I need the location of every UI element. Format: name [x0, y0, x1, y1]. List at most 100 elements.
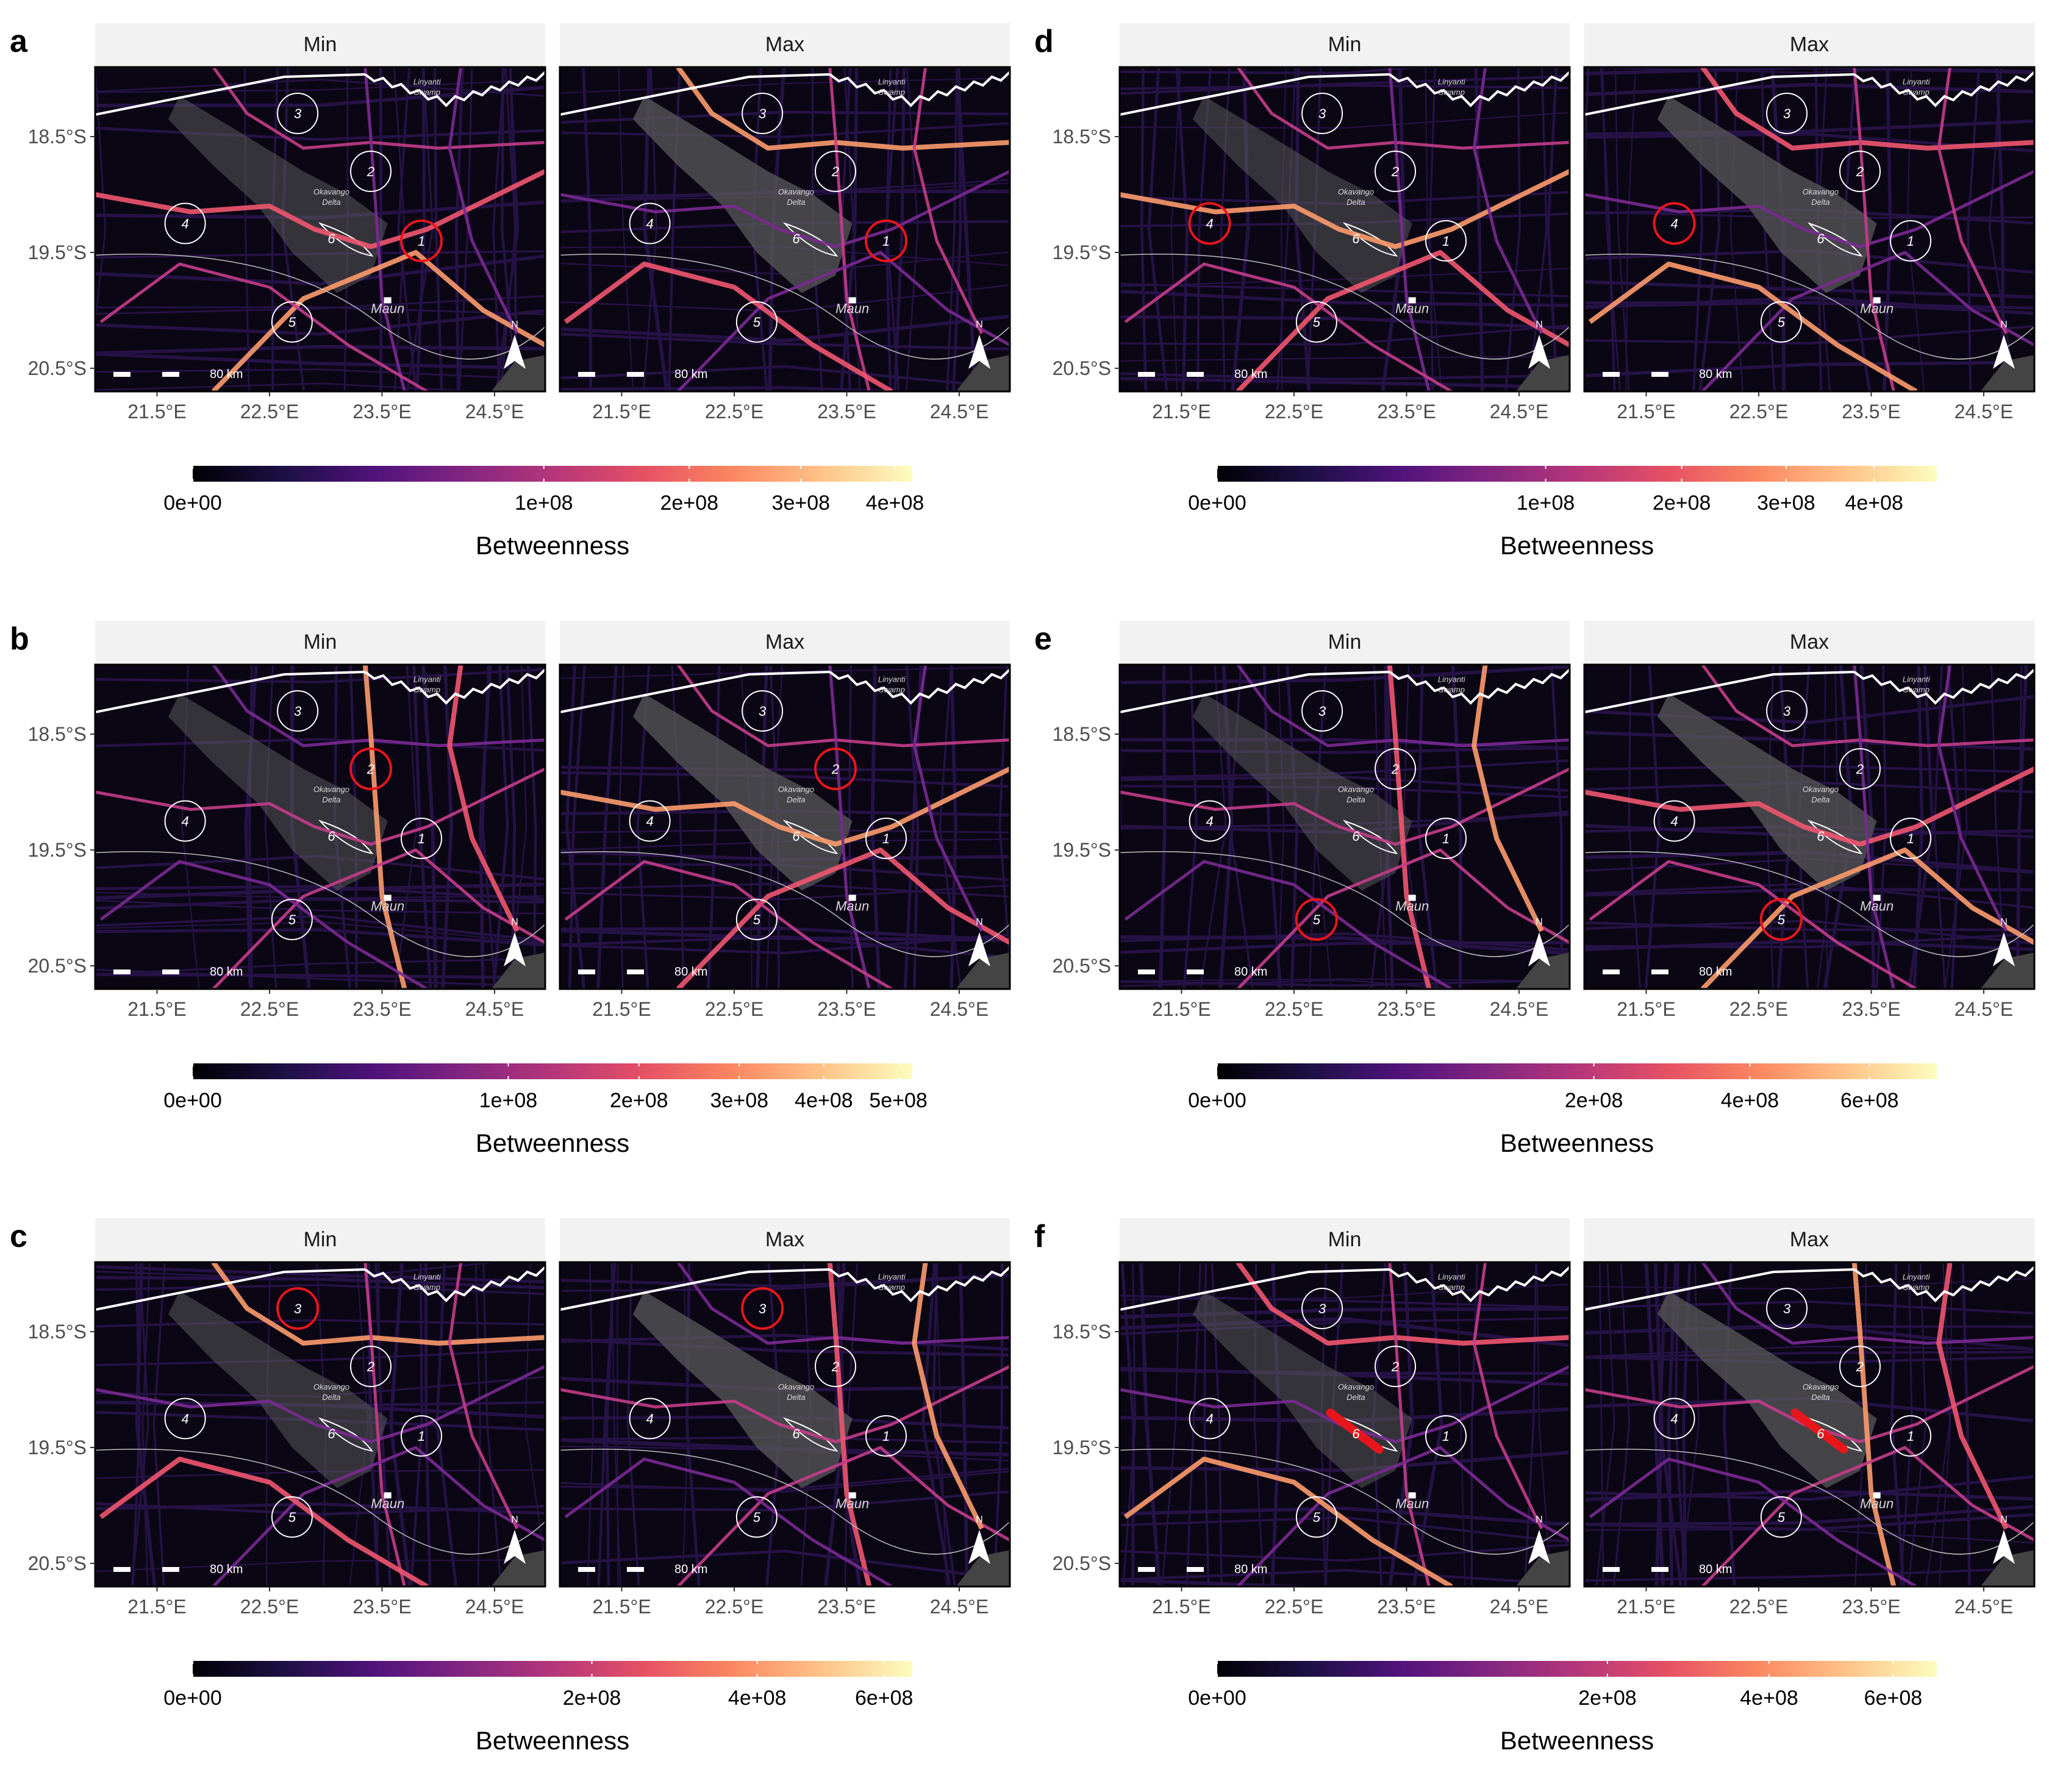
scale-bar-segment: [1603, 1567, 1620, 1572]
lake-ngami-shape: [1980, 1550, 2034, 1587]
legend-tick-label: 2e+08: [1653, 491, 1711, 515]
maun-label: Maun: [1395, 899, 1429, 914]
okavango-label: Delta: [787, 795, 805, 804]
road-line: [560, 253, 1010, 360]
site-label-6: 6: [1817, 231, 1825, 246]
x-tick-label: 24.5°E: [930, 401, 989, 423]
site-label-3: 3: [1318, 1301, 1326, 1316]
country-border: [95, 73, 365, 116]
maun-marker: [848, 1492, 856, 1499]
site-circle-2: [815, 1346, 857, 1387]
panel-a: a MinOkavangoDeltaLinyantiSwampMaun123456…: [10, 23, 1011, 560]
site-circle-2: [1375, 748, 1417, 790]
scale-bar-segment: [113, 969, 131, 974]
okavango-delta-shape: [632, 693, 853, 891]
y-tick-label: 18.5°S: [1053, 723, 1111, 745]
site-circle-3: [742, 690, 784, 732]
site-circle-3: [277, 93, 319, 134]
road-line: [95, 253, 545, 360]
site-label-6: 6: [1352, 1426, 1360, 1441]
facet-max: MaxOkavangoDeltaLinyantiSwampMaun1234568…: [559, 23, 1011, 423]
scale-bar-segment: [578, 969, 595, 974]
y-tick-label: 18.5°S: [28, 126, 87, 148]
y-tick-label: 20.5°S: [28, 1552, 87, 1574]
site-label-6: 6: [792, 1426, 800, 1441]
x-tick-label: 21.5°E: [1617, 401, 1675, 423]
site-label-1: 1: [1907, 1429, 1914, 1444]
road-line: [1120, 253, 1570, 360]
scale-bar-segment: [1651, 372, 1668, 377]
okavango-label: Delta: [1346, 198, 1365, 207]
site-label-4: 4: [181, 216, 188, 232]
x-tick-label: 23.5°E: [352, 1596, 411, 1618]
panel-border: [94, 1261, 546, 1588]
highlight-site-4: [1653, 202, 1696, 245]
maun-marker: [1873, 1492, 1881, 1499]
river-border: [829, 71, 1010, 107]
legend-title: Betweenness: [1500, 531, 1654, 560]
corridors: [1584, 67, 2034, 391]
panel-border: [559, 66, 1011, 393]
y-tick-label: 18.5°S: [1053, 126, 1111, 148]
site-label-2: 2: [1391, 762, 1399, 777]
site-circle-2: [1839, 748, 1881, 790]
scale-bar-segment: [162, 1567, 179, 1572]
north-label: N: [2000, 1515, 2008, 1525]
panel-letter-d: d: [1034, 24, 1054, 59]
maun-marker: [1873, 297, 1881, 304]
river-border: [829, 668, 1010, 705]
x-tick-label: 21.5°E: [127, 401, 186, 423]
maun-marker: [384, 894, 392, 901]
north-label: N: [976, 1515, 983, 1525]
okavango-label: Delta: [1811, 198, 1829, 207]
facet-min: MinOkavangoDeltaLinyantiSwampMaun1234568…: [1053, 23, 1571, 423]
lake-ngami-shape: [1515, 952, 1570, 989]
okavango-delta-shape: [1192, 96, 1412, 293]
facet-strip-label: Max: [765, 33, 804, 56]
okavango-delta-shape: [168, 1291, 388, 1488]
north-label: N: [976, 319, 983, 330]
panel-b: b MinOkavangoDeltaLinyantiSwampMaun123456…: [10, 621, 1011, 1157]
site-circle-3: [1301, 93, 1343, 134]
panel-border: [1583, 1261, 2036, 1588]
scale-bar-label: 80 km: [1699, 965, 1732, 979]
okavango-delta-shape: [1657, 1291, 1877, 1488]
facet-strip-label: Max: [1790, 1228, 1829, 1251]
river-border: [364, 668, 545, 705]
panel-letter-e: e: [1034, 621, 1052, 657]
lake-ngami-shape: [956, 355, 1010, 391]
legend-tick-label: 4e+08: [1845, 491, 1903, 515]
x-tick-label: 21.5°E: [1617, 1596, 1675, 1618]
legend-tick-label: 3e+08: [1757, 491, 1815, 515]
x-tick-label: 22.5°E: [1729, 401, 1788, 423]
facet-min: MinOkavangoDeltaLinyantiSwampMaun1234568…: [1053, 621, 1571, 1020]
river-border: [829, 1266, 1010, 1302]
facet-strip-label: Max: [765, 630, 804, 654]
site-label-1: 1: [418, 1429, 425, 1444]
river-border: [364, 1266, 545, 1302]
linyanti-label: Swamp: [1903, 1283, 1929, 1292]
site-label-2: 2: [831, 762, 839, 777]
north-arrow-icon: [1993, 932, 2015, 966]
maun-label: Maun: [835, 301, 869, 316]
river-border: [1853, 71, 2034, 107]
scale-bar-label: 80 km: [1699, 368, 1732, 381]
site-label-5: 5: [1778, 315, 1786, 330]
site-circle-5: [271, 301, 313, 343]
lake-ngami-shape: [491, 355, 545, 391]
facet-strip-label: Min: [1328, 630, 1362, 654]
scale-bar-label: 80 km: [1234, 1563, 1267, 1576]
site-label-6: 6: [792, 829, 800, 844]
maun-marker: [1408, 297, 1416, 304]
x-tick-label: 23.5°E: [1842, 1596, 1900, 1618]
facet-max: MaxOkavangoDeltaLinyantiSwampMaun1234568…: [1583, 621, 2036, 1020]
site-circle-5: [1295, 1496, 1337, 1538]
scale-bar-segment: [113, 372, 131, 377]
site-label-4: 4: [646, 216, 653, 232]
country-border: [560, 671, 830, 713]
site-circle-1: [1425, 1415, 1467, 1457]
site-label-1: 1: [882, 234, 890, 249]
site-circle-5: [271, 899, 313, 940]
lake-ngami-shape: [1515, 1550, 1570, 1587]
site-circle-4: [164, 202, 206, 245]
